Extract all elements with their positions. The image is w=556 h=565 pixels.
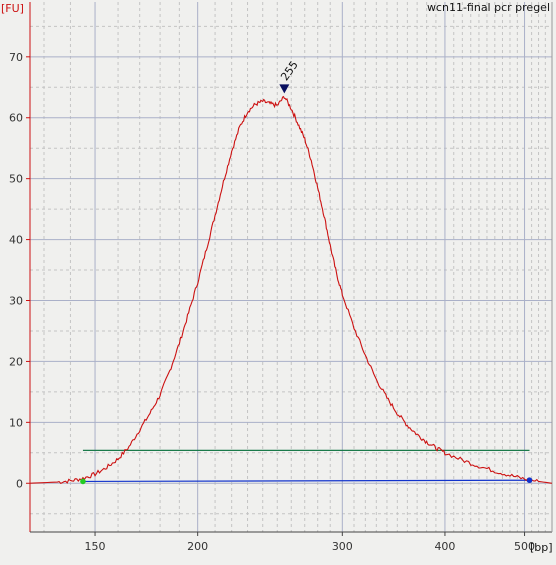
y-tick-labels: 0 10 20 30 40 50 60 70: [9, 51, 30, 490]
signal-trace: [29, 95, 553, 485]
grid: [30, 2, 553, 532]
y-axis-label: [FU]: [1, 2, 24, 15]
y-tick-label: 20: [9, 355, 23, 368]
x-tick-label: 300: [332, 540, 353, 553]
y-tick-label: 40: [9, 234, 23, 247]
x-tick-labels: 150 200 300 400 500: [85, 532, 535, 553]
chart-title: wcn11-final pcr pregel: [427, 1, 550, 14]
baseline-lower: [82, 479, 530, 483]
y-tick-label: 30: [9, 295, 23, 308]
x-tick-label: 200: [187, 540, 208, 553]
x-axis-label: [bp]: [530, 541, 553, 554]
x-tick-label: 150: [85, 540, 106, 553]
y-tick-label: 60: [9, 112, 23, 125]
y-tick-label: 0: [16, 477, 23, 490]
x-tick-label: 500: [514, 540, 535, 553]
axes: [29, 2, 553, 533]
y-tick-label: 10: [9, 416, 23, 429]
x-tick-label: 400: [434, 540, 455, 553]
y-tick-label: 70: [9, 51, 23, 64]
y-tick-label: 50: [9, 173, 23, 186]
upper-marker: [526, 477, 533, 484]
series-layer: [29, 95, 553, 485]
lower-marker: [80, 478, 86, 485]
peak-triangle-icon: [279, 84, 290, 94]
